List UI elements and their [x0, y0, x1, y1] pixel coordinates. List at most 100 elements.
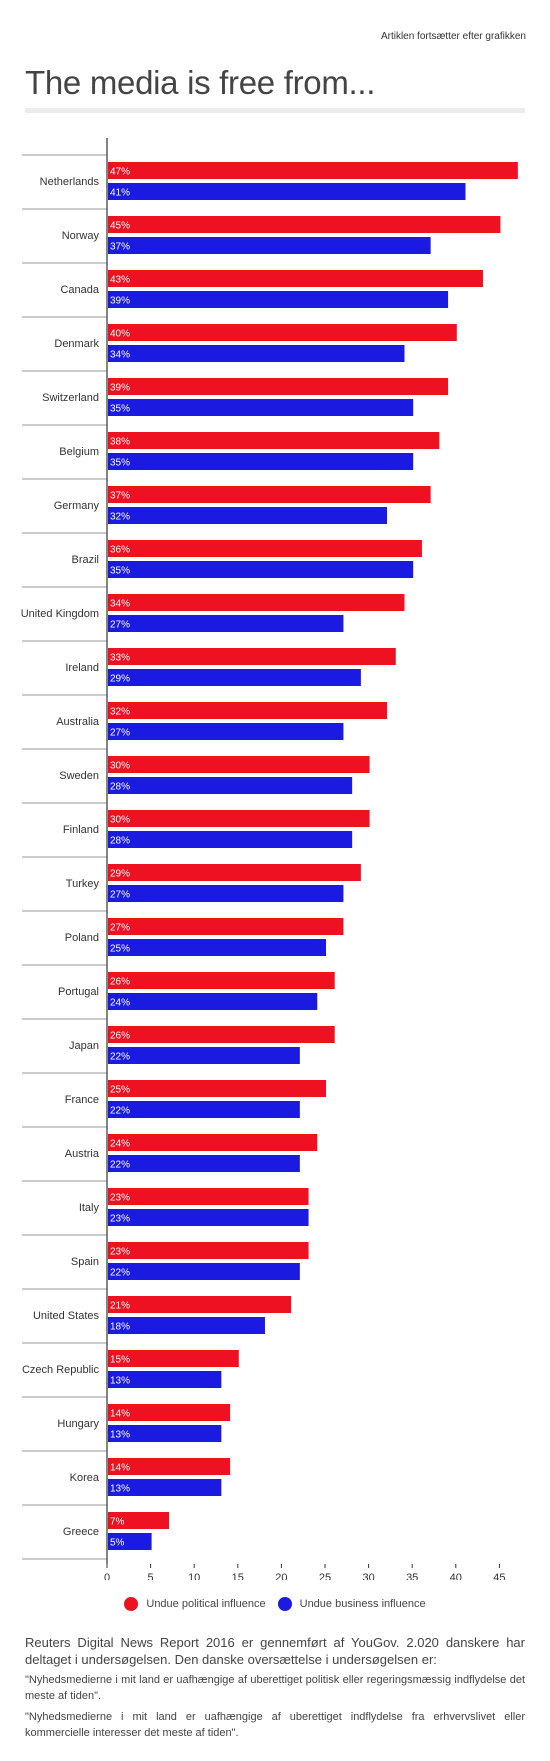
- data-label-political: 14%: [110, 1463, 130, 1474]
- data-label-political: 24%: [110, 1139, 130, 1150]
- data-label-business: 35%: [110, 566, 130, 577]
- bar-business: [108, 507, 388, 524]
- category-label: Sweden: [59, 770, 99, 782]
- data-label-business: 22%: [110, 1268, 130, 1279]
- data-label-political: 27%: [110, 923, 130, 934]
- bar-business: [108, 885, 344, 902]
- bar-business: [108, 1371, 222, 1388]
- bar-business: [108, 939, 326, 956]
- bar-business: [108, 237, 431, 254]
- bar-business: [108, 1101, 300, 1118]
- bar-business: [108, 1263, 300, 1280]
- x-tick-label: 30: [362, 1572, 374, 1580]
- bar-business: [108, 1047, 300, 1064]
- x-tick-label: 0: [104, 1572, 110, 1580]
- bar-political: [108, 162, 518, 179]
- bar-business: [108, 1533, 152, 1550]
- legend-item-political[interactable]: Undue political influence: [124, 1597, 266, 1611]
- x-tick-label: 35: [406, 1572, 418, 1580]
- data-label-business: 13%: [110, 1430, 130, 1441]
- data-label-business: 35%: [110, 458, 130, 469]
- x-tick-label: 10: [188, 1572, 200, 1580]
- bar-business: [108, 291, 449, 308]
- data-label-business: 41%: [110, 188, 130, 199]
- category-label: Netherlands: [40, 176, 100, 188]
- data-label-political: 30%: [110, 761, 130, 772]
- data-label-business: 29%: [110, 674, 130, 685]
- data-label-political: 36%: [110, 545, 130, 556]
- bar-business: [108, 1209, 309, 1226]
- data-label-business: 28%: [110, 782, 130, 793]
- bar-political: [108, 1080, 326, 1097]
- data-label-political: 32%: [110, 707, 130, 718]
- bar-business: [108, 453, 414, 470]
- bar-business: [108, 345, 405, 362]
- data-label-business: 5%: [110, 1538, 125, 1549]
- bar-political: [108, 486, 431, 503]
- x-tick-label: 5: [148, 1572, 154, 1580]
- category-label: Italy: [79, 1202, 100, 1214]
- data-label-political: 26%: [110, 977, 130, 988]
- data-label-business: 27%: [110, 890, 130, 901]
- bar-political: [108, 702, 388, 719]
- bar-business: [108, 183, 466, 200]
- bar-political: [108, 1242, 309, 1259]
- data-label-political: 21%: [110, 1301, 130, 1312]
- x-tick-label: 25: [319, 1572, 331, 1580]
- category-label: Canada: [60, 284, 99, 296]
- bar-business: [108, 615, 344, 632]
- category-label: Finland: [63, 824, 99, 836]
- legend-label-business: Undue business influence: [299, 1598, 426, 1610]
- category-label: Australia: [56, 716, 100, 728]
- data-label-political: 34%: [110, 599, 130, 610]
- data-label-political: 23%: [110, 1247, 130, 1258]
- data-label-political: 30%: [110, 815, 130, 826]
- category-label: Norway: [62, 230, 100, 242]
- x-tick-label: 20: [275, 1572, 287, 1580]
- legend-dot-business: [277, 1597, 292, 1611]
- legend-dot-political: [124, 1597, 139, 1611]
- data-label-business: 23%: [110, 1214, 130, 1225]
- bar-business: [108, 669, 361, 686]
- data-label-business: 27%: [110, 728, 130, 739]
- bar-political: [108, 1458, 231, 1475]
- category-label: Denmark: [54, 338, 99, 350]
- bar-political: [108, 540, 422, 557]
- category-label: Austria: [65, 1148, 100, 1160]
- bar-political: [108, 432, 440, 449]
- bar-business: [108, 561, 414, 578]
- footer-source: Reuters Digital News Report 2016 er genn…: [25, 1635, 525, 1667]
- bar-political: [108, 972, 335, 989]
- category-label: Japan: [69, 1040, 99, 1052]
- footer-quote-business: "Nyhedsmedierne i mit land er uafhængige…: [25, 1711, 525, 1739]
- bar-political: [108, 648, 396, 665]
- category-label: United Kingdom: [21, 608, 99, 620]
- bar-political: [108, 216, 501, 233]
- data-label-business: 18%: [110, 1322, 130, 1333]
- bar-business: [108, 1317, 265, 1334]
- data-label-political: 37%: [110, 491, 130, 502]
- x-tick-label: 40: [450, 1572, 462, 1580]
- bar-political: [108, 1512, 170, 1529]
- data-label-political: 43%: [110, 275, 130, 286]
- data-label-political: 47%: [110, 167, 130, 178]
- data-label-political: 15%: [110, 1355, 130, 1366]
- data-label-political: 26%: [110, 1031, 130, 1042]
- bar-business: [108, 831, 353, 848]
- title-divider: [25, 108, 525, 113]
- bar-political: [108, 1188, 309, 1205]
- data-label-business: 32%: [110, 512, 130, 523]
- bar-political: [108, 1350, 239, 1367]
- bar-political: [108, 270, 483, 287]
- data-label-business: 27%: [110, 620, 130, 631]
- bar-business: [108, 777, 353, 794]
- data-label-political: 33%: [110, 653, 130, 664]
- bar-political: [108, 1026, 335, 1043]
- data-label-political: 40%: [110, 329, 130, 340]
- legend-item-business[interactable]: Undue business influence: [277, 1597, 426, 1611]
- data-label-political: 29%: [110, 869, 130, 880]
- bar-political: [108, 810, 370, 827]
- data-label-business: 22%: [110, 1160, 130, 1171]
- category-label: Switzerland: [42, 392, 99, 404]
- data-label-political: 14%: [110, 1409, 130, 1420]
